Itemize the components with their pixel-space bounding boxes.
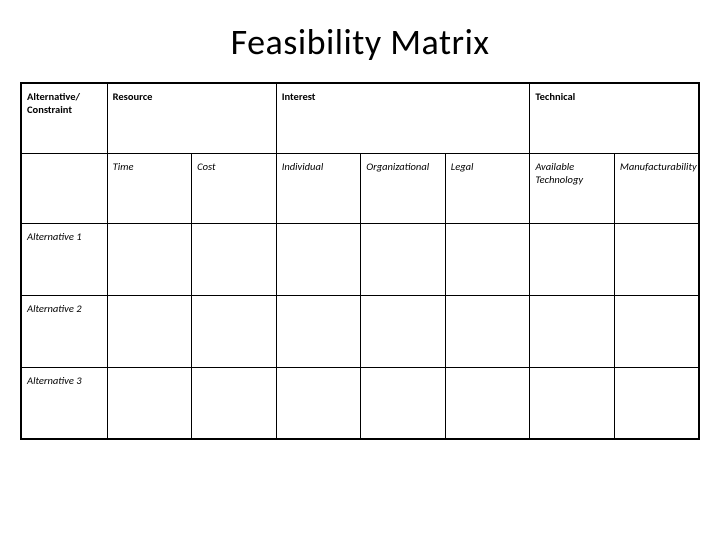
table-row: Alternative 3 <box>21 367 699 439</box>
cell <box>192 223 277 295</box>
cell <box>530 223 615 295</box>
header-resource: Resource <box>107 83 276 153</box>
cell <box>530 295 615 367</box>
cell <box>107 223 192 295</box>
cell <box>276 367 361 439</box>
cell <box>192 295 277 367</box>
row-label-alt1: Alternative 1 <box>21 223 107 295</box>
header-interest: Interest <box>276 83 530 153</box>
subheader-organizational: Organizational <box>361 153 446 223</box>
header-alternative-constraint: Alternative/ Constraint <box>21 83 107 153</box>
table-subheader-row: Time Cost Individual Organizational Lega… <box>21 153 699 223</box>
cell <box>445 223 530 295</box>
subheader-legal: Legal <box>445 153 530 223</box>
header-technical: Technical <box>530 83 699 153</box>
cell <box>614 367 699 439</box>
cell <box>361 295 446 367</box>
row-label-alt3: Alternative 3 <box>21 367 107 439</box>
subheader-manufacturability: Manufacturability <box>614 153 699 223</box>
feasibility-matrix-table: Alternative/ Constraint Resource Interes… <box>20 82 700 440</box>
table-row: Alternative 1 <box>21 223 699 295</box>
cell <box>361 223 446 295</box>
cell <box>445 367 530 439</box>
subheader-blank <box>21 153 107 223</box>
subheader-available-technology: Available Technology <box>530 153 615 223</box>
subheader-cost: Cost <box>192 153 277 223</box>
cell <box>614 223 699 295</box>
table-header-row: Alternative/ Constraint Resource Interes… <box>21 83 699 153</box>
page-title: Feasibility Matrix <box>20 20 700 64</box>
row-label-alt2: Alternative 2 <box>21 295 107 367</box>
cell <box>361 367 446 439</box>
cell <box>445 295 530 367</box>
subheader-time: Time <box>107 153 192 223</box>
cell <box>276 223 361 295</box>
cell <box>530 367 615 439</box>
subheader-individual: Individual <box>276 153 361 223</box>
cell <box>614 295 699 367</box>
cell <box>107 367 192 439</box>
cell <box>192 367 277 439</box>
table-row: Alternative 2 <box>21 295 699 367</box>
cell <box>107 295 192 367</box>
cell <box>276 295 361 367</box>
